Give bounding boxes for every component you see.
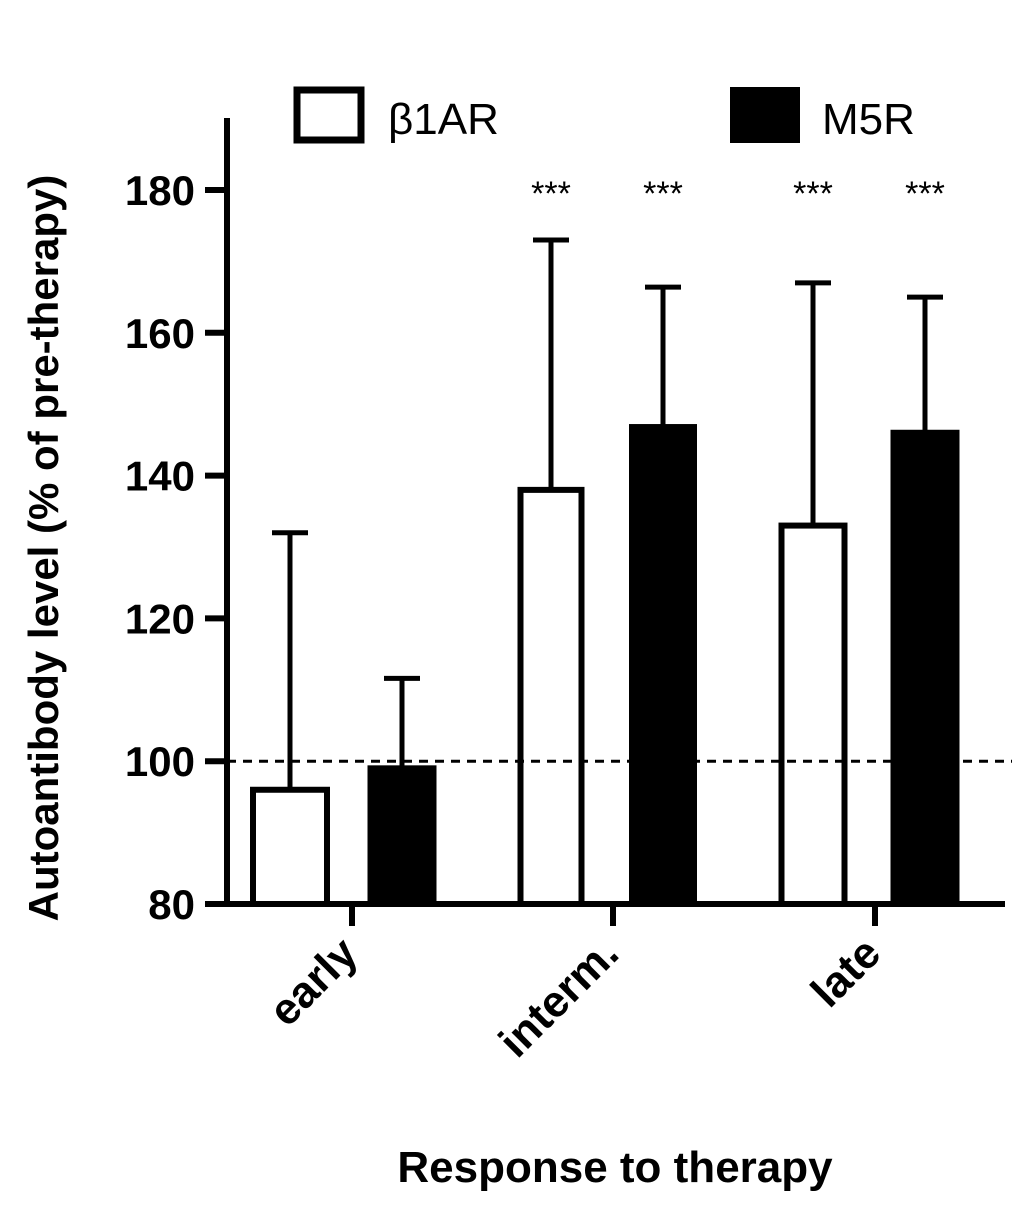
bar-M5R-early (367, 765, 437, 904)
y-axis-label: Autoantibody level (% of pre-therapy) (20, 175, 67, 922)
significance-label: *** (531, 175, 571, 213)
y-tick-label: 100 (125, 738, 195, 785)
bar-M5R-interm. (629, 424, 697, 904)
legend-label-b1ar: β1AR (388, 95, 499, 144)
significance-label: *** (643, 175, 683, 213)
bar-β1AR-early (250, 786, 330, 908)
bar-β1AR-late (778, 522, 848, 908)
x-axis-label: Response to therapy (397, 1143, 833, 1192)
legend-swatch-b1ar (293, 86, 365, 144)
significance-label: *** (905, 175, 945, 213)
y-tick-label: 120 (125, 595, 195, 642)
y-tick-label: 160 (125, 310, 195, 357)
significance-label: *** (793, 175, 833, 213)
y-tick-label: 140 (125, 453, 195, 500)
x-tick-label: interm. (490, 928, 628, 1066)
x-tick-label: late (802, 928, 890, 1016)
x-tick-label: early (260, 928, 368, 1036)
y-tick-label: 180 (125, 167, 195, 214)
legend-label-m5r: M5R (822, 95, 915, 144)
legend-swatch-m5r (730, 87, 800, 143)
bar-M5R-late (890, 429, 960, 904)
bar-β1AR-interm. (517, 486, 585, 907)
y-tick-label: 80 (148, 881, 195, 928)
